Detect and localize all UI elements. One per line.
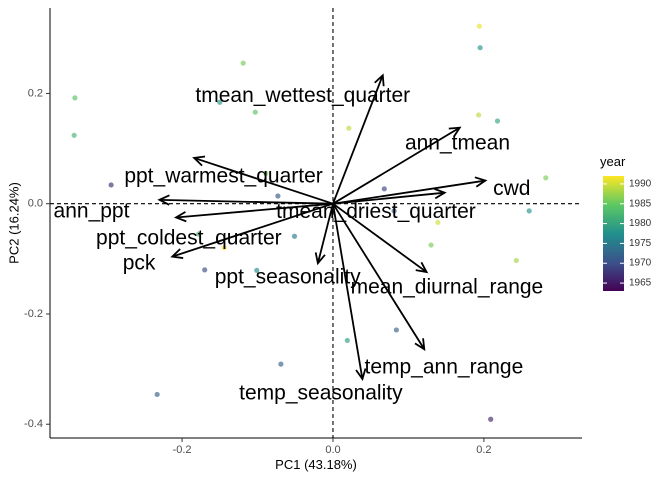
data-point [254, 267, 260, 274]
data-point [196, 231, 202, 237]
arrow-head [414, 338, 426, 351]
data-point [71, 132, 77, 138]
data-point [543, 175, 549, 181]
data-point [240, 60, 246, 66]
data-point [72, 95, 78, 101]
vector-label: ppt_coldest_quarter [96, 226, 282, 249]
y-tick-label: -0.4 [24, 418, 43, 430]
loading-arrow [332, 179, 486, 205]
loading-arrow [332, 203, 364, 380]
data-point [494, 118, 501, 124]
arrow-head [314, 252, 326, 266]
loading-arrow [159, 198, 333, 205]
data-point [476, 23, 482, 29]
loading-arrow [332, 203, 426, 350]
vector-label: ann_tmean [405, 132, 510, 155]
arrow-head [374, 73, 385, 87]
vector-label: mean_diurnal_range [351, 275, 544, 298]
data-point [476, 112, 482, 118]
data-point [346, 125, 352, 131]
arrow-head [355, 368, 367, 382]
legend-colorbar [603, 176, 624, 291]
arrow-head [474, 176, 488, 188]
data-point [202, 267, 208, 273]
arrow-head [173, 211, 187, 223]
data-point [393, 327, 399, 333]
loading-vectors: tmean_wettest_quarter ann_tmean ppt_warmes… [54, 73, 544, 404]
legend-label: 1970 [629, 258, 652, 269]
vector-label: temp_seasonality [239, 381, 403, 404]
arrow-head [157, 194, 170, 206]
data-point [513, 257, 519, 264]
y-axis-title: PC2 (16.24%) [7, 182, 22, 264]
loading-arrow [332, 202, 428, 273]
data-point [221, 245, 227, 251]
arrow-head [448, 126, 462, 138]
vector-label: tmean_wettest_quarter [195, 84, 410, 107]
x-tick-label: -0.2 [173, 444, 192, 456]
data-point [154, 391, 160, 398]
loading-arrow [317, 203, 334, 264]
data-point [275, 193, 281, 199]
arrow-head [170, 248, 184, 259]
arrow-head [434, 188, 447, 200]
data-point [291, 233, 298, 239]
y-tick-label: -0.2 [24, 308, 43, 320]
loading-arrow [193, 157, 334, 205]
loading-arrow [332, 74, 384, 205]
legend-label: 1990 [629, 178, 652, 189]
data-point [488, 416, 494, 422]
data-points [71, 23, 549, 422]
data-point [435, 219, 441, 226]
x-tick-label: 0.2 [476, 444, 491, 456]
arrow-head [192, 155, 206, 167]
data-point [108, 182, 114, 188]
vector-label: ppt_seasonality [215, 266, 361, 289]
data-point [381, 186, 387, 192]
vector-label: ppt_warmest_quarter [124, 165, 322, 188]
loading-arrow [175, 202, 334, 219]
x-tick-label: 0.0 [325, 444, 340, 456]
arrow-head [415, 261, 429, 274]
axes: -0.2 0.0 0.2 0.2 0.0 -0.2 -0.4 [24, 8, 582, 456]
vector-label: temp_ann_range [365, 355, 524, 378]
legend-label: 1980 [629, 218, 652, 229]
loading-arrow [332, 191, 445, 205]
loading-arrow [171, 202, 334, 258]
data-point [252, 109, 258, 115]
data-point [278, 361, 284, 367]
legend-title: year [600, 154, 626, 169]
vector-label: ann_ppt [54, 199, 130, 222]
vector-label: cwd [493, 177, 530, 200]
data-point [428, 242, 434, 248]
x-axis-title: PC1 (43.18%) [275, 457, 357, 472]
legend-label: 1965 [629, 278, 652, 289]
data-point [477, 45, 483, 51]
data-point [526, 208, 532, 214]
data-point [263, 170, 269, 176]
vector-label: pck [123, 252, 156, 275]
y-tick-label: 0.0 [28, 198, 43, 210]
data-point [391, 208, 397, 214]
data-point [217, 99, 223, 105]
legend-label: 1985 [629, 198, 652, 209]
data-point [344, 337, 350, 344]
y-tick-label: 0.2 [28, 87, 43, 99]
vector-label: tmean_driest_quarter [276, 200, 476, 223]
legend-label: 1975 [629, 238, 652, 249]
loading-arrow [332, 126, 461, 205]
